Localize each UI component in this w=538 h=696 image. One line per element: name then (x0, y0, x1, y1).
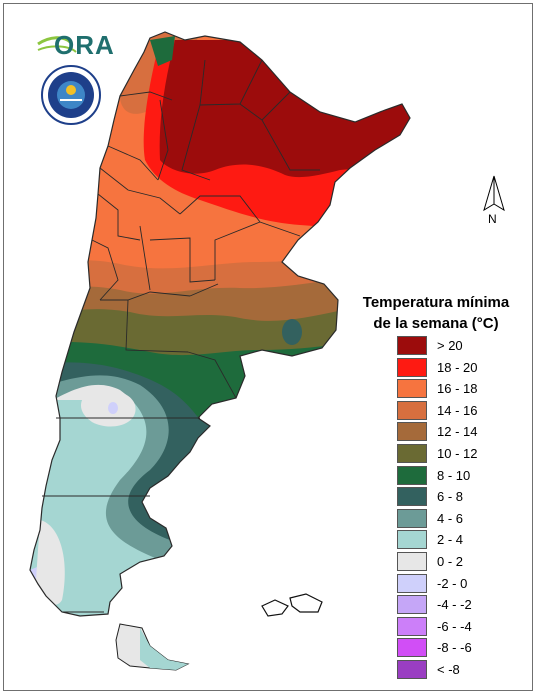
legend-swatch (397, 638, 427, 658)
legend-swatch (397, 465, 427, 485)
borders (29, 31, 411, 617)
north-arrow-graphic (483, 175, 505, 212)
legend-title-line2: de la semana (°C) (373, 315, 499, 332)
legend-swatch (397, 530, 427, 550)
legend-label: 18 - 20 (437, 359, 478, 375)
legend-label: 14 - 16 (437, 402, 478, 418)
legend-label: 12 - 14 (437, 424, 478, 440)
ora-logo-graphic (37, 36, 77, 53)
legend-label: -4 - -2 (437, 597, 472, 613)
legend-label: -2 - 0 (437, 575, 468, 591)
legend-swatch (397, 379, 427, 399)
legend-swatch (397, 508, 427, 528)
legend-label: < -8 (437, 661, 460, 677)
legend-swatch (397, 595, 427, 615)
legend-label: 6 - 8 (437, 489, 464, 505)
legend-title: Temperatura mínima de la semana (°C) (340, 292, 532, 334)
legend-label: 16 - 18 (437, 381, 478, 397)
legend-swatch (397, 616, 427, 636)
legend-label: -6 - -4 (437, 618, 472, 634)
legend-label: 8 - 10 (437, 467, 471, 483)
legend-label: 0 - 2 (437, 553, 464, 569)
legend-swatch (397, 487, 427, 507)
legend-label: 4 - 6 (437, 510, 464, 526)
legend-swatch (397, 357, 427, 377)
legend-swatch (397, 400, 427, 420)
ora-logo-text: ORA (54, 30, 115, 60)
legend-swatch (397, 443, 427, 463)
legend-label: -8 - -6 (437, 640, 472, 656)
legend-title-line1: Temperatura mínima (362, 294, 510, 311)
legend-swatch (397, 551, 427, 571)
legend-swatch (397, 659, 427, 679)
legend-label: 10 - 12 (437, 445, 478, 461)
legend-swatch (397, 573, 427, 593)
legend-label: > 20 (437, 338, 463, 353)
malvinas-islands (261, 593, 323, 617)
ora-logo: ORA (36, 26, 114, 60)
legend-label: 2 - 4 (437, 532, 464, 548)
legend-swatch (397, 422, 427, 442)
north-label: N (488, 212, 497, 226)
legend-swatch (397, 336, 427, 355)
smn-seal-graphic (41, 65, 101, 125)
